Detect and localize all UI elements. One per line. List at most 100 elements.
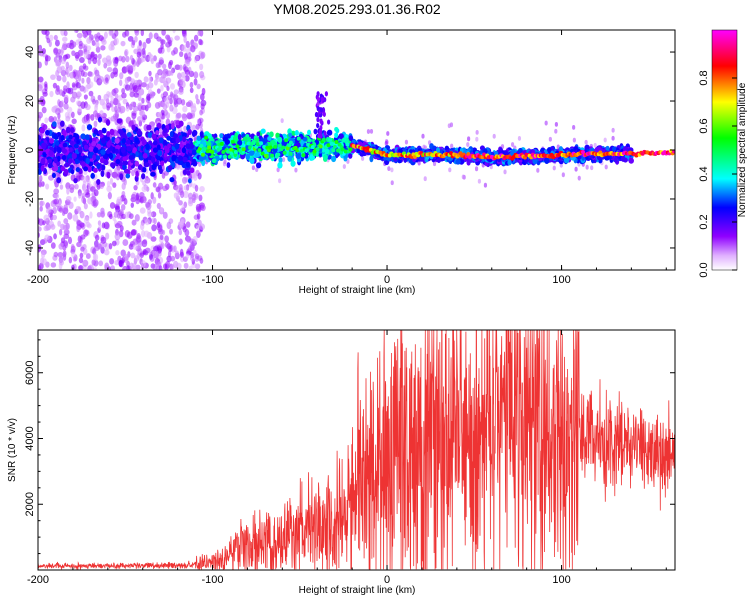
noise-speck: [131, 39, 136, 46]
noise-speck: [82, 180, 87, 188]
spectral-point: [126, 145, 132, 152]
spectral-core: [299, 148, 304, 153]
noise-speck: [137, 94, 142, 102]
noise-speck: [75, 82, 81, 89]
noise-speck: [105, 60, 112, 67]
spectral-core: [288, 140, 293, 145]
spectral-point: [45, 129, 50, 136]
noise-speck: [80, 70, 85, 77]
noise-speck: [67, 87, 74, 95]
spectral-point: [80, 133, 86, 140]
spectral-point: [294, 129, 299, 136]
spectral-point: [189, 167, 195, 174]
noise-speck: [45, 208, 51, 214]
spectral-core: [336, 148, 341, 153]
noise-speck: [62, 75, 67, 83]
noise-speck: [82, 63, 87, 70]
spectral-point: [191, 149, 197, 156]
noise-speck: [140, 104, 147, 111]
noise-speck: [115, 205, 121, 213]
noise-speck: [503, 169, 507, 175]
noise-speck: [73, 30, 79, 34]
spectral-point: [114, 137, 120, 144]
noise-speck: [83, 45, 88, 53]
spectral-core: [466, 152, 471, 157]
spectral-point: [92, 154, 97, 161]
spectral-core: [230, 139, 235, 144]
spectral-point: [120, 146, 126, 154]
noise-speck: [182, 105, 188, 113]
noise-speck: [561, 172, 565, 178]
spectral-point: [52, 172, 56, 178]
noise-speck: [164, 241, 171, 248]
noise-speck: [43, 214, 50, 222]
noise-speck: [121, 92, 127, 99]
spectral-point: [86, 124, 93, 131]
spectral-point: [348, 135, 354, 142]
noise-speck: [165, 77, 172, 84]
noise-speck: [184, 75, 190, 82]
noise-speck: [572, 124, 576, 130]
spectral-point: [73, 143, 79, 149]
noise-speck: [94, 102, 99, 108]
noise-speck: [150, 57, 155, 65]
spectral-point: [348, 153, 353, 159]
noise-speck: [157, 221, 161, 229]
spectral-point: [196, 135, 201, 142]
noise-speck: [195, 55, 200, 61]
spectral-point: [105, 119, 111, 126]
noise-speck: [131, 219, 137, 226]
noise-speck: [143, 230, 150, 238]
noise-speck: [39, 206, 43, 212]
noise-speck: [161, 100, 166, 108]
noise-speck: [140, 82, 147, 88]
noise-speck: [195, 203, 202, 211]
noise-speck: [66, 42, 72, 49]
noise-speck: [97, 58, 101, 66]
spectral-point: [145, 143, 150, 151]
noise-speck: [129, 82, 133, 91]
noise-speck: [187, 200, 194, 207]
noise-speck: [75, 100, 82, 106]
spectral-point: [288, 132, 293, 138]
noise-speck: [130, 193, 137, 200]
spectral-point: [100, 149, 106, 155]
noise-speck: [149, 254, 153, 260]
noise-speck: [196, 230, 201, 238]
noise-speck: [86, 37, 92, 45]
noise-speck: [38, 61, 42, 69]
noise-speck: [61, 46, 65, 54]
noise-speck: [144, 177, 150, 184]
noise-speck: [183, 52, 189, 60]
spectral-point: [620, 156, 626, 162]
spectral-point: [159, 160, 165, 167]
noise-speck: [93, 189, 99, 197]
noise-speck: [83, 31, 87, 39]
noise-speck: [67, 236, 73, 245]
noise-speck: [169, 263, 175, 270]
spectral-point: [56, 146, 61, 154]
spectral-point: [295, 153, 302, 160]
noise-speck: [127, 36, 134, 42]
noise-speck: [173, 179, 177, 186]
noise-speck: [68, 256, 73, 264]
noise-speck: [172, 30, 176, 34]
noise-speck: [603, 137, 607, 143]
noise-speck: [278, 178, 282, 184]
spectral-point: [78, 146, 83, 153]
noise-speck: [42, 258, 47, 265]
noise-speck: [483, 182, 488, 188]
noise-speck: [510, 142, 515, 147]
noise-speck: [181, 205, 185, 212]
spectral-core: [301, 153, 306, 158]
spectral-core: [235, 144, 240, 149]
spectral-core: [248, 145, 253, 150]
spectral-core: [219, 141, 224, 146]
noise-speck: [178, 229, 183, 236]
noise-speck: [59, 259, 65, 266]
noise-speck: [185, 253, 190, 259]
noise-speck: [93, 253, 99, 262]
spectral-core: [328, 137, 333, 142]
noise-speck: [190, 45, 196, 53]
spectral-point: [237, 139, 243, 146]
